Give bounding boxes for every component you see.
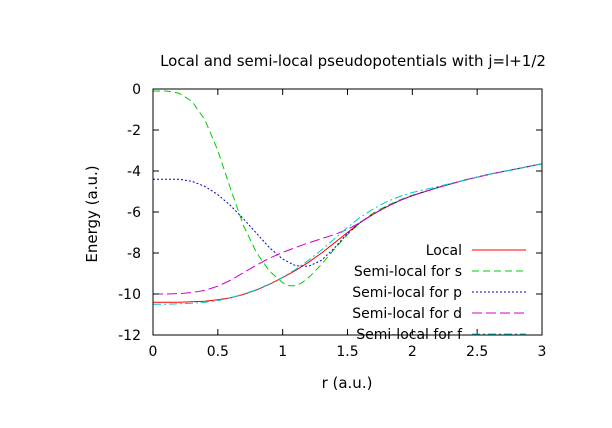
- x-tick-label: 1.5: [336, 344, 358, 360]
- x-tick-label: 2: [408, 344, 417, 360]
- y-tick-label: -6: [127, 205, 141, 221]
- x-tick-label: 3: [538, 344, 547, 360]
- y-tick-label: -8: [127, 246, 141, 262]
- chart-title: Local and semi-local pseudopotentials wi…: [160, 52, 546, 70]
- plot-area: 0 0.5 1 1.5 2 2.5 3 0 -2 -4 -6 -8 -10 -12: [118, 82, 546, 360]
- legend-label-semi-local-for-f: Semi-local for f: [356, 327, 463, 343]
- y-axis-label: Energy (a.u.): [83, 165, 101, 262]
- series-line-semi-local-for-f: [153, 163, 543, 305]
- x-tick-label: 1: [278, 344, 287, 360]
- legend: Local Semi-local for s Semi-local for p Sem…: [352, 243, 526, 343]
- x-tick-label: 0.5: [207, 344, 229, 360]
- legend-label-local: Local: [426, 243, 462, 259]
- x-tick-label: 2.5: [466, 344, 488, 360]
- ticks-layer: 0 0.5 1 1.5 2 2.5 3 0 -2 -4 -6 -8 -10 -12: [118, 82, 546, 360]
- y-tick-label: -10: [118, 287, 141, 303]
- y-tick-label: -12: [118, 328, 141, 344]
- legend-label-semi-local-for-p: Semi-local for p: [352, 285, 462, 301]
- y-tick-label: -2: [127, 123, 141, 139]
- legend-label-semi-local-for-s: Semi-local for s: [354, 264, 462, 280]
- y-tick-label: 0: [132, 82, 141, 98]
- x-tick-label: 0: [149, 344, 158, 360]
- x-axis-label: r (a.u.): [322, 374, 373, 392]
- series-line-semi-local-for-d: [153, 163, 543, 295]
- legend-label-semi-local-for-d: Semi-local for d: [352, 306, 462, 322]
- y-tick-label: -4: [127, 164, 141, 180]
- series-layer: [153, 90, 543, 305]
